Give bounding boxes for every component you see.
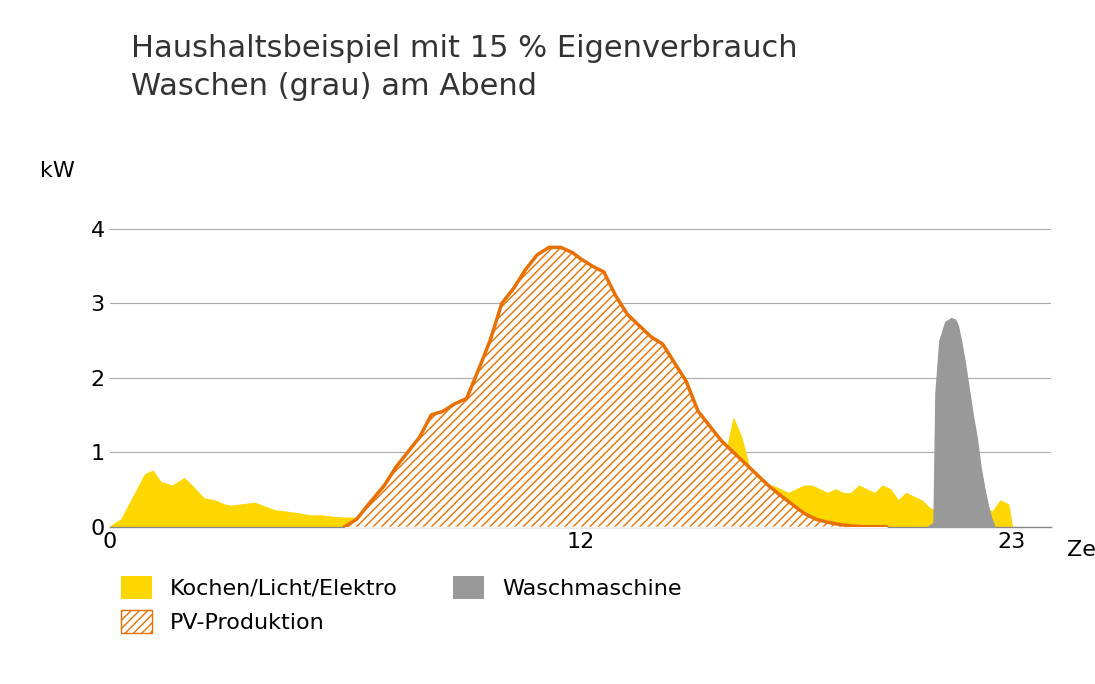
X-axis label: Zeit: Zeit — [1067, 540, 1095, 560]
Text: Haushaltsbeispiel mit 15 % Eigenverbrauch
Waschen (grau) am Abend: Haushaltsbeispiel mit 15 % Eigenverbrauc… — [131, 34, 798, 101]
Legend: Kochen/Licht/Elektro, PV-Produktion, Waschmaschine: Kochen/Licht/Elektro, PV-Produktion, Was… — [120, 576, 681, 633]
Y-axis label: kW: kW — [41, 161, 76, 181]
